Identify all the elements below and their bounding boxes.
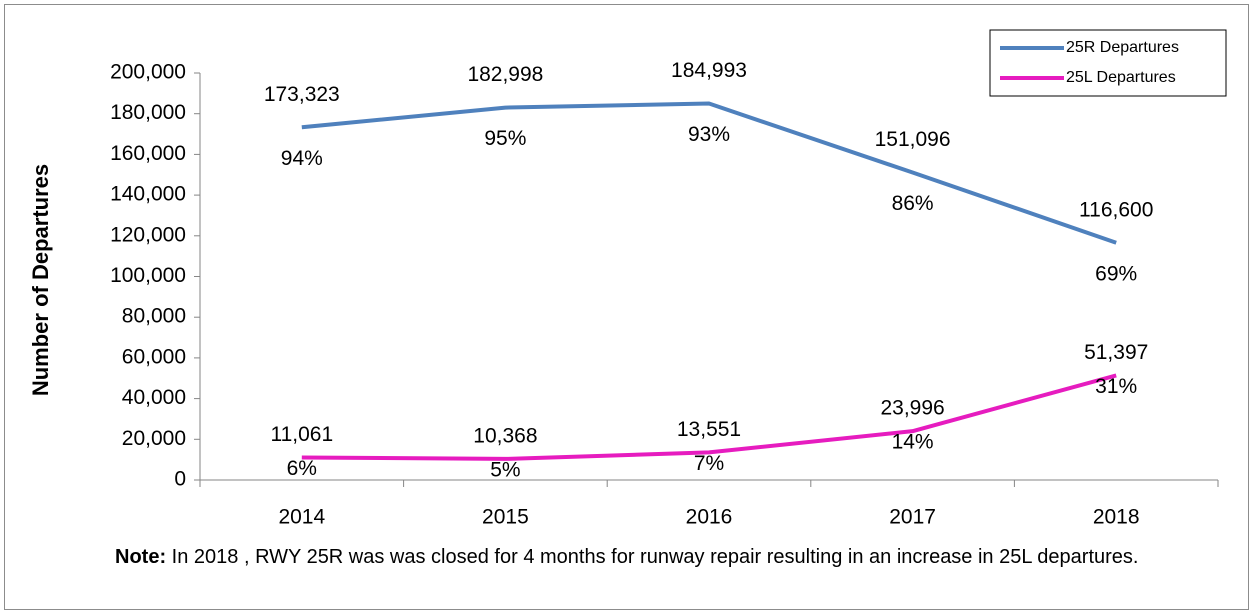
y-tick-label: 200,000 [110,61,186,84]
y-tick-label: 140,000 [110,183,186,206]
percent-label: 7% [694,452,724,475]
chart-frame [4,4,1249,610]
percent-label: 31% [1095,375,1137,398]
value-label: 182,998 [467,63,543,86]
y-tick-label: 160,000 [110,142,186,165]
x-tick-label: 2016 [686,506,733,529]
x-tick-label: 2015 [482,506,529,529]
legend-label: 25L Departures [1066,69,1176,86]
x-tick-label: 2018 [1093,506,1140,529]
value-label: 23,996 [880,397,944,420]
percent-label: 95% [484,127,526,150]
value-label: 51,397 [1084,341,1148,364]
y-tick-label: 80,000 [122,305,186,328]
percent-label: 93% [688,123,730,146]
percent-label: 6% [287,457,317,480]
legend-label: 25R Departures [1066,39,1179,56]
series-line [301,101,1117,245]
value-label: 151,096 [875,128,951,151]
note: Note: In 2018 , RWY 25R was was closed f… [115,540,1225,574]
y-tick-label: 100,000 [110,264,186,287]
y-tick-label: 20,000 [122,427,186,450]
note-text: In 2018 , RWY 25R was was closed for 4 m… [171,546,1139,568]
percent-label: 86% [892,192,934,215]
y-tick-label: 120,000 [110,223,186,246]
y-tick-label: 40,000 [122,386,186,409]
value-label: 13,551 [677,418,741,441]
value-label: 184,993 [671,59,747,82]
x-tick-label: 2014 [278,506,325,529]
value-label: 10,368 [473,424,537,447]
legend-box [989,29,1227,97]
y-tick-label: 180,000 [110,101,186,124]
note-label: Note: [115,546,167,568]
y-tick-label: 60,000 [122,345,186,368]
x-tick-label: 2017 [889,506,936,529]
y-axis-label: Number of Departures [28,164,53,396]
value-label: 116,600 [1079,198,1153,221]
series-line [301,373,1117,461]
percent-label: 94% [281,147,323,170]
value-label: 173,323 [264,83,340,106]
y-tick-label: 0 [174,468,186,491]
percent-label: 14% [892,431,934,454]
value-label: 11,061 [270,423,333,446]
percent-label: 5% [490,458,520,481]
percent-label: 69% [1095,262,1137,285]
